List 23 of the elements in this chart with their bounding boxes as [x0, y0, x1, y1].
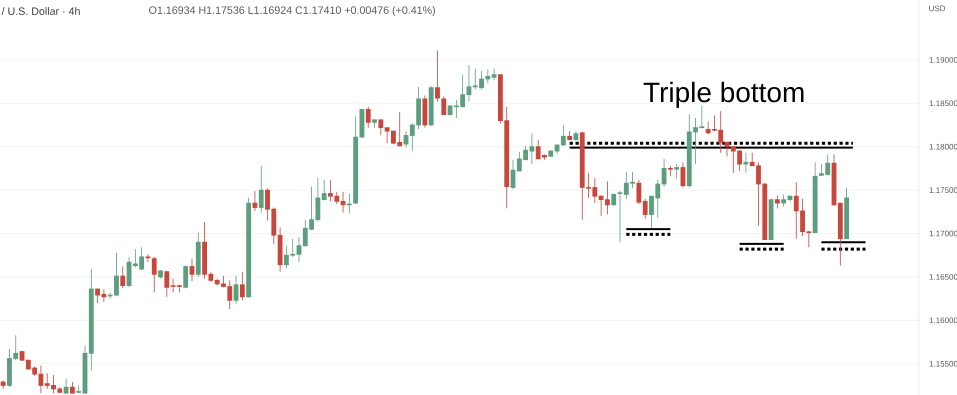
y-axis-title: USD — [929, 6, 946, 12]
candlestick — [668, 165, 673, 177]
annotation: O1.16934 H1.17536 L1.16924 C1.17410 +0.00476 (+0.41%) — [149, 6, 435, 16]
candlestick — [183, 265, 188, 289]
candlestick — [252, 190, 258, 212]
candlestick — [246, 198, 252, 298]
candlestick — [844, 187, 850, 240]
candlestick — [812, 162, 818, 234]
candlestick — [611, 193, 616, 206]
candlestick — [574, 130, 578, 142]
candlestick — [64, 378, 69, 394]
candlestick — [234, 276, 238, 304]
candlestick — [346, 193, 352, 214]
annotation: Triple bottom — [644, 82, 804, 108]
candlestick — [372, 119, 377, 128]
candlestick — [428, 86, 434, 126]
candlestick — [435, 50, 440, 102]
candlestick — [743, 152, 748, 174]
annotation: / U.S. Dollar · 4h — [2, 7, 80, 15]
candlestick — [768, 198, 774, 240]
candlestick — [158, 270, 163, 280]
candlestick — [146, 254, 150, 263]
candlestick — [196, 232, 201, 278]
